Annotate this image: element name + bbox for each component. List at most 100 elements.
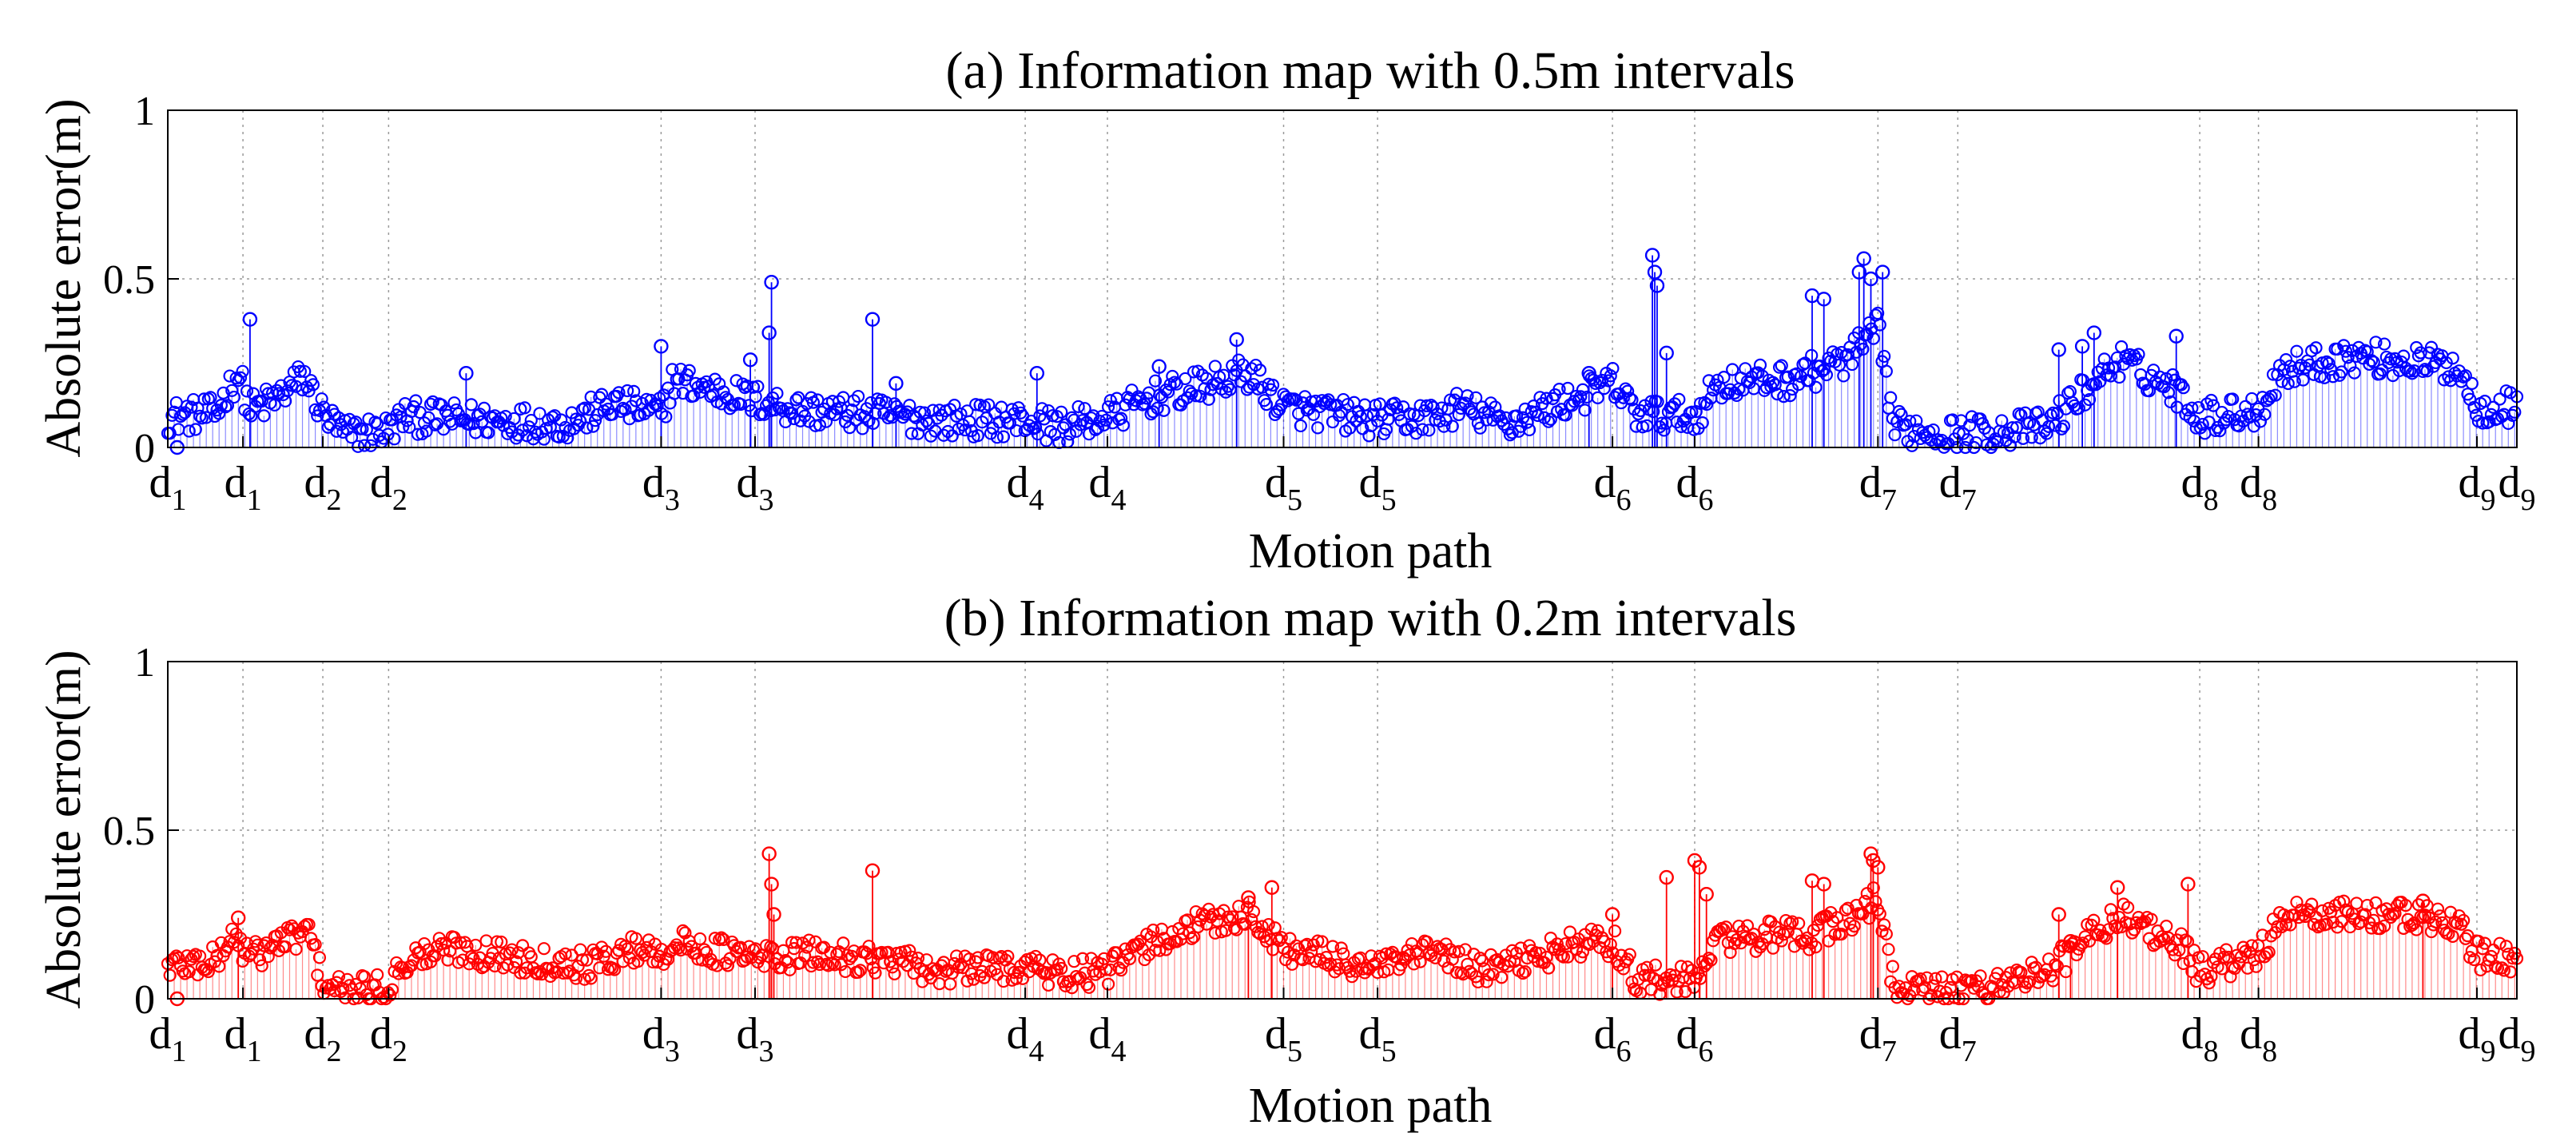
data-point xyxy=(1099,413,1113,427)
data-point xyxy=(2410,923,2423,936)
data-point xyxy=(723,952,737,965)
data-point xyxy=(264,941,277,955)
data-point xyxy=(1719,920,1733,934)
data-point xyxy=(2226,392,2240,406)
x-tick-subscript: 5 xyxy=(1381,1035,1397,1068)
data-point xyxy=(2049,419,2062,432)
data-point xyxy=(2256,928,2269,942)
data-point xyxy=(1768,378,1782,392)
data-point xyxy=(2160,920,2173,933)
data-point xyxy=(976,415,989,429)
x-tick-label: d8 xyxy=(2181,458,2219,517)
data-point xyxy=(1704,953,1718,967)
data-point xyxy=(569,972,583,985)
y-ticks: 00.51 xyxy=(103,89,179,471)
data-point xyxy=(594,940,609,954)
x-tick-label: d1 xyxy=(149,458,187,517)
x-tick-subscript: 7 xyxy=(1882,483,1897,517)
spike-point xyxy=(2415,893,2431,908)
data-point xyxy=(272,944,286,957)
data-point xyxy=(2369,336,2383,349)
data-point xyxy=(385,983,399,996)
x-tick-label: d8 xyxy=(2240,458,2277,517)
data-point xyxy=(1426,944,1440,957)
data-point xyxy=(847,394,861,408)
data-point xyxy=(1561,950,1575,964)
spike-point xyxy=(1581,365,1596,381)
data-point xyxy=(233,371,248,384)
data-point xyxy=(2147,939,2161,952)
x-tick-base: d xyxy=(304,1009,327,1059)
data-point xyxy=(454,936,467,949)
data-point xyxy=(306,378,320,392)
data-point xyxy=(1063,427,1077,441)
data-point xyxy=(524,950,538,964)
data-point xyxy=(1625,393,1639,407)
data-point xyxy=(276,388,290,402)
data-point xyxy=(813,418,827,432)
data-point xyxy=(2467,952,2481,967)
data-point xyxy=(1766,376,1780,389)
data-point xyxy=(1101,977,1115,991)
data-point xyxy=(2360,898,2374,912)
data-point xyxy=(2236,414,2250,428)
data-point xyxy=(2487,943,2500,957)
data-point xyxy=(2100,932,2113,945)
data-point xyxy=(201,964,215,979)
data-point xyxy=(1080,977,1094,992)
spike-point xyxy=(1647,264,1663,280)
data-point xyxy=(1668,397,1682,411)
x-tick-subscript: 3 xyxy=(665,483,680,517)
x-tick-subscript: 1 xyxy=(172,483,187,517)
x-tick-label: d1 xyxy=(225,1009,262,1068)
data-point xyxy=(2207,399,2220,412)
data-point xyxy=(751,380,765,393)
data-point xyxy=(1892,980,1906,993)
data-point xyxy=(2168,373,2182,387)
data-point xyxy=(1886,960,1899,973)
data-point xyxy=(400,965,414,980)
data-point xyxy=(1772,360,1787,374)
spike-point xyxy=(1029,365,1045,381)
x-tick-label: d3 xyxy=(642,1009,680,1068)
data-point xyxy=(1606,362,1620,376)
x-tick-base: d xyxy=(2240,1009,2262,1059)
spike-point xyxy=(1691,860,1707,875)
data-point xyxy=(2176,381,2190,395)
data-point xyxy=(435,936,448,951)
data-point xyxy=(717,932,730,946)
x-tick-subscript: 3 xyxy=(759,483,774,517)
data-point xyxy=(1882,401,1895,415)
data-point xyxy=(802,933,816,947)
x-tick-base: d xyxy=(370,1009,392,1059)
data-point xyxy=(1648,958,1663,972)
data-point xyxy=(197,392,211,406)
data-point xyxy=(1413,955,1427,968)
data-point xyxy=(2439,356,2453,370)
data-point xyxy=(445,417,459,431)
data-point xyxy=(2446,929,2459,943)
spike-point xyxy=(1151,359,1167,374)
data-point xyxy=(1306,938,1320,952)
data-point xyxy=(1031,427,1044,441)
data-point xyxy=(1161,385,1175,399)
data-point xyxy=(217,386,230,400)
data-point xyxy=(2101,923,2116,936)
data-point xyxy=(285,919,299,932)
data-point xyxy=(469,938,483,952)
data-point xyxy=(900,405,914,419)
data-point xyxy=(2465,376,2479,391)
data-point xyxy=(2339,903,2353,916)
data-point xyxy=(2399,898,2412,912)
data-point xyxy=(2375,364,2389,377)
data-point xyxy=(1014,406,1028,419)
data-point xyxy=(936,428,951,442)
data-point xyxy=(2006,421,2019,435)
x-tick-subscript: 4 xyxy=(1029,1035,1044,1068)
data-point xyxy=(1334,941,1348,955)
data-point xyxy=(2457,913,2471,928)
data-point xyxy=(714,931,728,944)
data-point xyxy=(2446,352,2459,365)
data-point xyxy=(963,952,976,966)
data-point xyxy=(1292,407,1306,420)
